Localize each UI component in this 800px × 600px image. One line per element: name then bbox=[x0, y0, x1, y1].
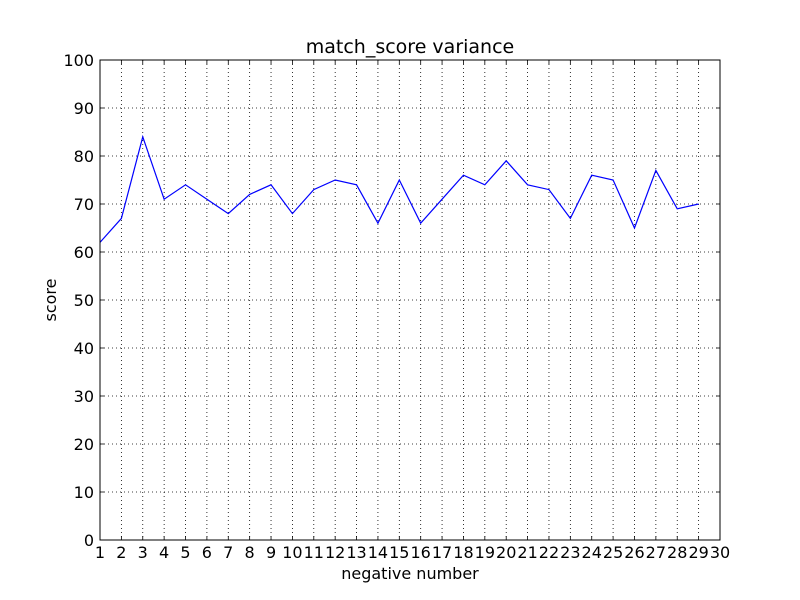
x-tick-label: 29 bbox=[688, 543, 708, 562]
x-tick-label: 15 bbox=[389, 543, 409, 562]
x-tick-label: 16 bbox=[411, 543, 431, 562]
y-axis-label: score bbox=[41, 279, 60, 322]
x-tick-label: 21 bbox=[517, 543, 537, 562]
y-tick-label: 90 bbox=[74, 99, 94, 118]
x-tick-label: 6 bbox=[202, 543, 212, 562]
x-tick-label: 14 bbox=[368, 543, 388, 562]
y-tick-label: 40 bbox=[74, 339, 94, 358]
series-layer bbox=[99, 134, 699, 243]
x-tick-label: 13 bbox=[346, 543, 366, 562]
x-tick-label: 10 bbox=[282, 543, 302, 562]
x-tick-label: 7 bbox=[223, 543, 233, 562]
x-tick-label: 30 bbox=[710, 543, 730, 562]
y-tick-label: 60 bbox=[74, 243, 94, 262]
x-tick-label: 1 bbox=[95, 543, 105, 562]
x-tick-label: 25 bbox=[603, 543, 623, 562]
y-tick-label: 80 bbox=[74, 147, 94, 166]
x-tick-labels: 1 2 3 4 5 6 7 8 9 10 11 12 13 14 15 16 17 18 19 20 21 22 23 24 2… bbox=[95, 543, 730, 562]
x-tick-label: 4 bbox=[159, 543, 169, 562]
x-tick-label: 11 bbox=[304, 543, 324, 562]
x-tick-label: 8 bbox=[245, 543, 255, 562]
x-tick-label: 26 bbox=[624, 543, 644, 562]
x-tick-label: 9 bbox=[266, 543, 276, 562]
grid-lines bbox=[100, 60, 720, 540]
x-tick-label: 18 bbox=[453, 543, 473, 562]
x-axis-label: negative number bbox=[341, 564, 479, 583]
x-tick-label: 22 bbox=[539, 543, 559, 562]
y-tick-label: 20 bbox=[74, 435, 94, 454]
y-tick-label: 10 bbox=[74, 483, 94, 502]
chart-title: match_score variance bbox=[306, 36, 514, 58]
x-tick-label: 27 bbox=[646, 543, 666, 562]
x-tick-label: 24 bbox=[582, 543, 602, 562]
x-tick-label: 28 bbox=[667, 543, 687, 562]
y-tick-label: 30 bbox=[74, 387, 94, 406]
y-tick-label: 100 bbox=[63, 51, 94, 70]
x-tick-label: 23 bbox=[560, 543, 580, 562]
x-tick-label: 19 bbox=[475, 543, 495, 562]
x-tick-label: 12 bbox=[325, 543, 345, 562]
x-tick-label: 3 bbox=[138, 543, 148, 562]
x-tick-label: 2 bbox=[116, 543, 126, 562]
x-tick-label: 20 bbox=[496, 543, 516, 562]
y-tick-label: 50 bbox=[74, 291, 94, 310]
x-tick-label: 17 bbox=[432, 543, 452, 562]
y-tick-labels: 0 10 20 30 40 50 60 70 80 90 100 bbox=[63, 51, 94, 550]
x-tick-label: 5 bbox=[180, 543, 190, 562]
score-series-line bbox=[99, 134, 699, 243]
y-tick-label: 70 bbox=[74, 195, 94, 214]
y-tick-label: 0 bbox=[84, 531, 94, 550]
axis-ticks bbox=[99, 59, 721, 541]
